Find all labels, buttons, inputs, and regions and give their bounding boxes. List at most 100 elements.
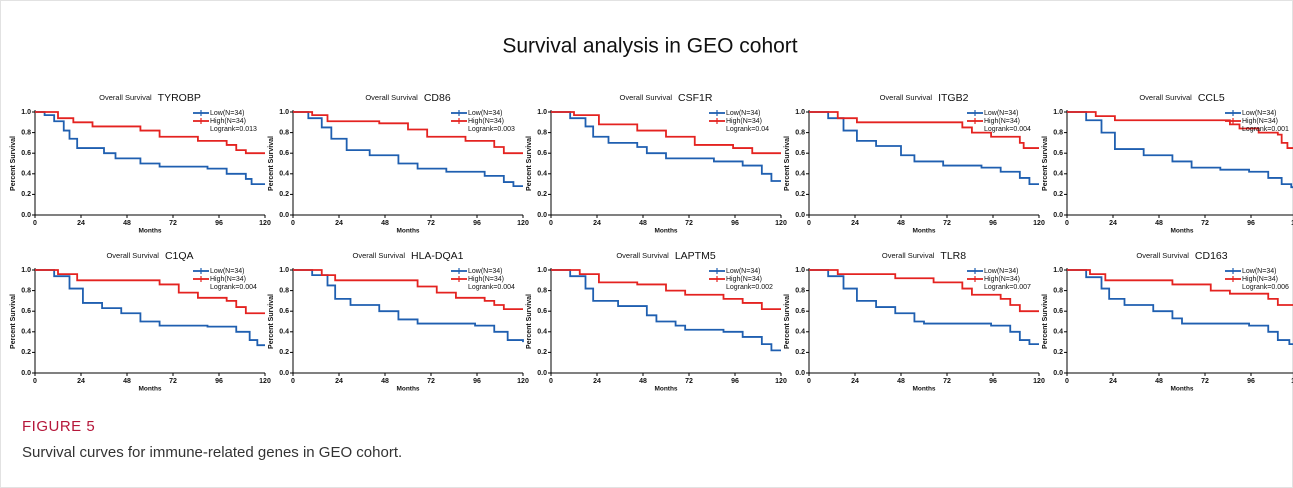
x-tick-label: 24 [335,378,343,385]
y-tick-label: 1.0 [21,267,31,274]
x-tick-label: 96 [731,220,739,227]
x-tick-label: 48 [381,378,389,385]
y-axis-label: Percent Survival [268,294,275,349]
annotation: Logrank=0.002 [726,284,773,291]
x-tick-label: 48 [639,378,647,385]
x-tick-label: 72 [169,378,177,385]
x-tick-label: 0 [1065,378,1069,385]
y-tick-label: 0.0 [795,370,805,377]
chart-title: Overall Survival HLA-DQA1 [352,250,463,262]
x-tick-label: 24 [593,220,601,227]
y-tick-label: 1.0 [279,267,289,274]
survival-curve [35,269,265,315]
x-tick-label: 96 [989,378,997,385]
legend-label: High(N=34) [984,276,1020,283]
survival-curve [809,111,1039,185]
legend-label: Low(N=34) [726,268,760,275]
survival-curve [809,269,1039,346]
annotation: Logrank=0.007 [984,284,1031,291]
annotation: Logrank=0.003 [468,126,515,133]
y-tick-label: 1.0 [537,109,547,116]
y-axis-label: Percent Survival [10,294,17,349]
x-tick-label: 0 [807,378,811,385]
chart-title-prefix: Overall Survival [106,251,159,260]
x-tick-label: 48 [123,378,131,385]
x-tick-label: 96 [215,220,223,227]
survival-curve [1067,269,1293,346]
x-tick-label: 96 [731,378,739,385]
x-tick-label: 24 [77,378,85,385]
y-tick-label: 0.8 [279,287,289,294]
x-tick-label: 72 [943,220,951,227]
chart-title-prefix: Overall Survival [99,93,152,102]
x-tick-label: 120 [1033,220,1045,227]
y-tick-label: 0.8 [537,129,547,136]
x-tick-label: 96 [215,378,223,385]
y-axis-label: Percent Survival [10,136,17,191]
chart-title-gene: CCL5 [1198,92,1225,104]
x-axis-label: Months [396,228,419,235]
y-tick-label: 0.8 [1053,287,1063,294]
y-tick-label: 1.0 [795,109,805,116]
y-tick-label: 0.0 [537,370,547,377]
legend-label: Low(N=34) [984,110,1018,117]
survival-curve [1067,111,1293,149]
x-tick-label: 48 [1155,378,1163,385]
y-tick-label: 0.0 [1053,212,1063,219]
chart-title-gene: ITGB2 [938,92,969,104]
x-tick-label: 24 [593,378,601,385]
y-tick-label: 0.0 [21,370,31,377]
x-tick-label: 0 [807,220,811,227]
y-tick-label: 0.2 [795,191,805,198]
y-axis-label: Percent Survival [526,136,533,191]
y-tick-label: 0.8 [1053,129,1063,136]
x-tick-label: 48 [897,220,905,227]
annotation: Logrank=0.001 [1242,126,1289,133]
y-tick-label: 0.2 [537,349,547,356]
x-tick-label: 72 [685,378,693,385]
x-tick-label: 0 [33,378,37,385]
annotation: Logrank=0.004 [468,284,515,291]
survival-curve [293,269,523,311]
survival-curve [551,111,781,182]
y-tick-label: 0.8 [795,287,805,294]
figure-title: Survival analysis in GEO cohort [502,35,797,58]
legend-label: Low(N=34) [468,110,502,117]
y-tick-label: 0.6 [537,150,547,157]
y-tick-label: 0.2 [279,191,289,198]
y-tick-label: 0.4 [1053,329,1063,336]
survival-curve [35,111,265,185]
x-tick-label: 0 [33,220,37,227]
y-tick-label: 0.6 [795,150,805,157]
y-tick-label: 0.2 [21,191,31,198]
chart-title: Overall Survival TLR8 [882,250,966,262]
survival-curve [1067,111,1293,189]
y-tick-label: 0.2 [795,349,805,356]
x-tick-label: 24 [1109,220,1117,227]
chart-title: Overall Survival CSF1R [620,92,713,104]
y-tick-label: 0.6 [279,150,289,157]
y-tick-label: 0.2 [537,191,547,198]
survival-curve [35,269,265,347]
x-tick-label: 48 [381,220,389,227]
legend-label: High(N=34) [1242,276,1278,283]
chart-title-gene: CD163 [1195,250,1228,262]
y-tick-label: 0.2 [1053,349,1063,356]
chart-title-prefix: Overall Survival [352,251,405,260]
legend-label: High(N=34) [468,276,504,283]
x-tick-label: 0 [1065,220,1069,227]
y-axis-label: Percent Survival [784,136,791,191]
x-tick-label: 120 [517,378,529,385]
survival-curve [809,111,1039,149]
legend-label: Low(N=34) [1242,268,1276,275]
chart-title: Overall Survival CD86 [365,92,451,104]
x-tick-label: 120 [259,378,271,385]
x-tick-label: 96 [473,378,481,385]
x-tick-label: 120 [775,220,787,227]
x-axis-label: Months [396,386,419,393]
y-tick-label: 0.8 [279,129,289,136]
chart-title: Overall Survival LAPTM5 [616,250,716,262]
annotation: Logrank=0.004 [984,126,1031,133]
